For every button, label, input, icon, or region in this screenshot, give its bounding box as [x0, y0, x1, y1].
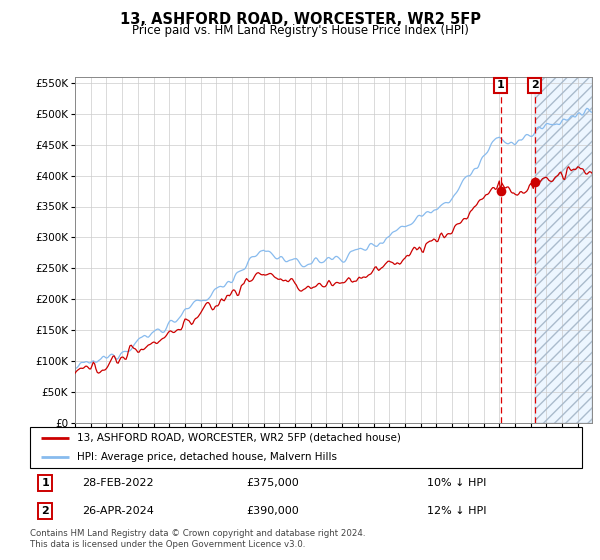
FancyBboxPatch shape — [30, 427, 582, 468]
Text: £375,000: £375,000 — [247, 478, 299, 488]
Text: 28-FEB-2022: 28-FEB-2022 — [83, 478, 154, 488]
Bar — [535, 77, 592, 423]
Text: HPI: Average price, detached house, Malvern Hills: HPI: Average price, detached house, Malv… — [77, 452, 337, 462]
Text: 12% ↓ HPI: 12% ↓ HPI — [427, 506, 487, 516]
Text: 13, ASHFORD ROAD, WORCESTER, WR2 5FP (detached house): 13, ASHFORD ROAD, WORCESTER, WR2 5FP (de… — [77, 433, 401, 443]
Text: Price paid vs. HM Land Registry's House Price Index (HPI): Price paid vs. HM Land Registry's House … — [131, 24, 469, 36]
Text: £390,000: £390,000 — [247, 506, 299, 516]
Bar — [535, 77, 592, 423]
Text: 26-APR-2024: 26-APR-2024 — [82, 506, 154, 516]
Text: 2: 2 — [41, 506, 49, 516]
Text: Contains HM Land Registry data © Crown copyright and database right 2024.
This d: Contains HM Land Registry data © Crown c… — [30, 529, 365, 549]
Text: 1: 1 — [41, 478, 49, 488]
Text: 13, ASHFORD ROAD, WORCESTER, WR2 5FP: 13, ASHFORD ROAD, WORCESTER, WR2 5FP — [119, 12, 481, 27]
Text: 2: 2 — [531, 81, 538, 90]
Text: 1: 1 — [497, 81, 505, 90]
Text: 10% ↓ HPI: 10% ↓ HPI — [427, 478, 487, 488]
